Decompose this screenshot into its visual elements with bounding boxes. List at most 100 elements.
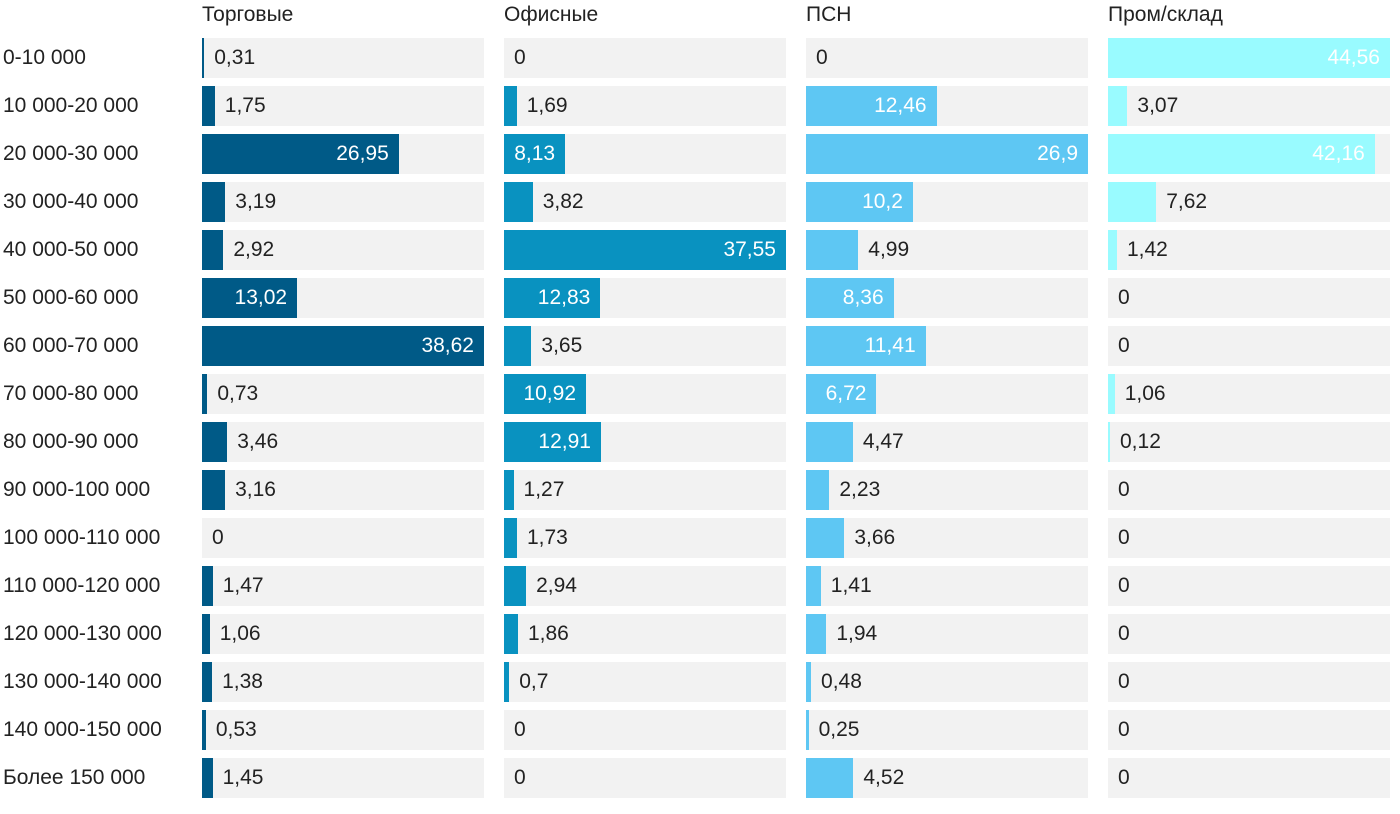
bar-track: 6,72 (806, 374, 1088, 414)
bar (806, 374, 877, 414)
category-label: 140 000-150 000 (3, 718, 162, 741)
bar-track: 26,9 (806, 134, 1088, 174)
series-title: Пром/склад (1108, 3, 1223, 26)
data-label: 0,31 (214, 46, 256, 69)
bar (202, 566, 213, 606)
bar (504, 662, 510, 702)
data-label: 1,73 (526, 526, 568, 549)
data-label: 0 (1118, 478, 1130, 501)
category-label: 80 000-90 000 (3, 430, 139, 453)
bar (806, 518, 845, 558)
bar-track: 3,07 (1108, 86, 1390, 126)
data-label: 0,48 (821, 670, 862, 693)
bar (504, 566, 527, 606)
data-label: 0 (212, 526, 224, 549)
bar (504, 470, 514, 510)
bar-track: 0 (202, 518, 484, 558)
bar (504, 326, 532, 366)
bar (202, 422, 228, 462)
series-title: Торговые (202, 3, 294, 26)
data-label: 4,99 (868, 238, 910, 261)
bar-track: 13,02 (202, 278, 484, 318)
bar (202, 374, 208, 414)
data-label: 1,86 (527, 622, 569, 645)
bar-track: 38,62 (202, 326, 484, 366)
category-label: 40 000-50 000 (3, 238, 139, 261)
data-label: 0,25 (818, 718, 860, 741)
bar (806, 182, 913, 222)
bar (202, 182, 226, 222)
bar-track: 0,53 (202, 710, 484, 750)
bar (1108, 422, 1110, 462)
bar (504, 134, 566, 174)
data-label: 0,73 (217, 382, 259, 405)
data-label: 12,46 (874, 94, 927, 117)
bar-track: 0,73 (202, 374, 484, 414)
data-label: 26,9 (1037, 142, 1078, 165)
data-label: 38,62 (421, 334, 474, 357)
bar-track: 10,2 (806, 182, 1088, 222)
data-label: 1,41 (830, 574, 872, 597)
data-label: 0,53 (215, 718, 257, 741)
category-label: 70 000-80 000 (3, 382, 139, 405)
bar-track: 0 (1108, 470, 1390, 510)
data-label: 1,06 (1124, 382, 1166, 405)
data-label: 26,95 (336, 142, 389, 165)
bar (504, 278, 601, 318)
data-label: 8,13 (514, 142, 556, 165)
bar (1108, 230, 1117, 270)
data-label: 44,56 (1327, 46, 1380, 69)
data-label: 3,66 (854, 526, 896, 549)
bar-track: 0,7 (504, 662, 786, 702)
series-title: Офисные (504, 3, 599, 26)
bar (504, 182, 533, 222)
data-label: 3,16 (235, 478, 276, 501)
data-label: 1,45 (222, 766, 264, 789)
data-label: 13,02 (234, 286, 288, 309)
bar (1108, 374, 1115, 414)
data-label: 0,7 (519, 670, 549, 693)
data-label: 0 (1118, 766, 1130, 789)
bar-track: 12,46 (806, 86, 1088, 126)
bar-track: 0 (504, 758, 786, 798)
data-label: 0 (514, 718, 526, 741)
data-label: 1,38 (222, 670, 263, 693)
bar-track: 1,94 (806, 614, 1088, 654)
bar (1108, 182, 1157, 222)
bar-track: 10,92 (504, 374, 786, 414)
bar (806, 422, 853, 462)
bar (504, 518, 517, 558)
data-label: 1,94 (836, 622, 878, 645)
bar (806, 326, 926, 366)
data-label: 6,72 (825, 382, 867, 405)
bar-track: 0 (806, 38, 1088, 78)
bar (806, 230, 859, 270)
data-label: 0 (1118, 574, 1130, 597)
data-label: 2,94 (536, 574, 577, 597)
data-label: 3,65 (541, 334, 583, 357)
bar (202, 230, 224, 270)
bar-track: 3,16 (202, 470, 484, 510)
bar (202, 758, 213, 798)
bar-track: 12,91 (504, 422, 786, 462)
data-label: 3,07 (1137, 94, 1179, 117)
bar (806, 278, 894, 318)
bar-track: 1,73 (504, 518, 786, 558)
data-label: 2,92 (233, 238, 275, 261)
bar-track: 0 (1108, 662, 1390, 702)
bar-track: 1,69 (504, 86, 786, 126)
data-label: 2,23 (839, 478, 881, 501)
bar-track: 0 (1108, 710, 1390, 750)
bar-track: 3,82 (504, 182, 786, 222)
bar-track: 0,25 (806, 710, 1088, 750)
bar (504, 230, 786, 270)
bar (504, 614, 518, 654)
bar (504, 422, 601, 462)
bar (202, 86, 215, 126)
data-label: 42,16 (1312, 142, 1365, 165)
category-label: 120 000-130 000 (3, 622, 162, 645)
bar-track: 2,23 (806, 470, 1088, 510)
data-label: 1,06 (219, 622, 261, 645)
bar (202, 326, 484, 366)
category-label: 20 000-30 000 (3, 142, 139, 165)
